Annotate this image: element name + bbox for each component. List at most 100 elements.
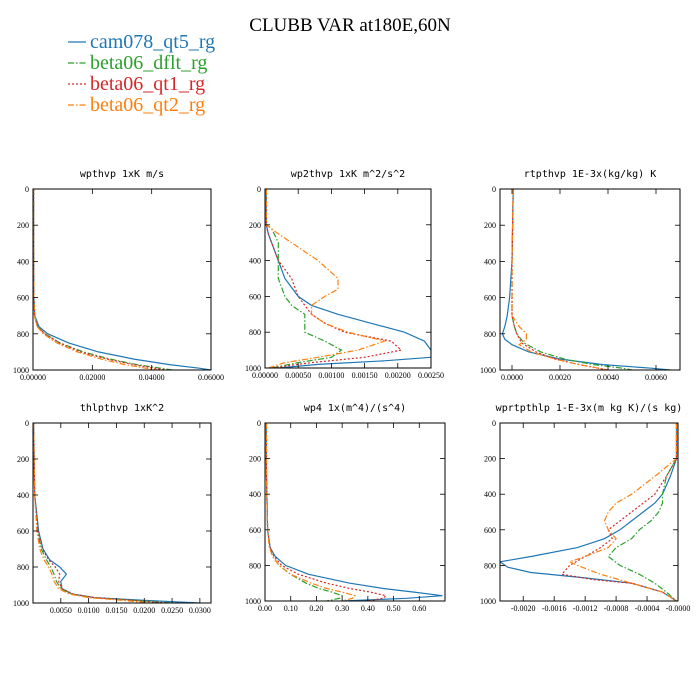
series-line-4: [511, 189, 609, 370]
x-tick-label: 0.04000: [139, 373, 165, 382]
y-tick-label: 200: [17, 455, 29, 464]
y-tick-label: 0: [25, 185, 29, 194]
series-line-3: [560, 423, 678, 601]
x-tick-label: 0.00000: [252, 371, 278, 380]
panel-grid: wpthvp 1xK m/s0.00000 0.02000 0.04000 0.060…: [13, 169, 690, 615]
legend: cam078_qt5_rgbeta06_dflt_rgbeta06_qt1_rg…: [68, 31, 215, 116]
y-tick-label: 200: [249, 455, 261, 464]
x-tick-label: 0.0020: [549, 373, 571, 382]
x-tick-label: 0.02000: [79, 373, 105, 382]
series-line-2: [265, 189, 343, 368]
x-tick-label: 0.60: [412, 604, 426, 613]
legend-entry: cam078_qt5_rg: [90, 31, 215, 53]
series-line-1: [501, 189, 671, 370]
plot-area: [500, 423, 678, 601]
panel-2: wp2thvp 1xK m^2/s^2 0.00000 0.00050 0.00100…: [245, 169, 444, 380]
x-tick-label: 0.00000: [20, 373, 46, 382]
panel-title: rtpthvp 1E-3x(kg/kg) K: [524, 169, 656, 180]
y-tick-label: 800: [17, 330, 29, 339]
y-tick-label: 400: [17, 491, 29, 500]
series-line-2: [33, 189, 173, 370]
series-line-3: [33, 189, 167, 370]
panel-title: wp4 1x(m^4)/(s^4): [304, 403, 406, 414]
series-line-4: [33, 423, 150, 603]
x-tick-label: -0.0012: [573, 604, 598, 613]
plot-frame: [32, 422, 212, 604]
x-tick-label: 0.30: [335, 604, 349, 613]
series-line-1: [500, 423, 678, 601]
x-tick-label: 0.00200: [385, 371, 411, 380]
x-tick-label: -0.0000: [666, 604, 691, 613]
x-tick-label: 0.0200: [133, 606, 155, 615]
plot-frame: [264, 422, 446, 602]
y-tick-label: 600: [484, 294, 496, 303]
y-tick-label: 1000: [245, 364, 261, 373]
y-tick-label: 0: [257, 185, 261, 194]
x-tick-label: 0.00250: [418, 371, 444, 380]
x-tick-label: 0.40: [361, 604, 375, 613]
x-tick-label: -0.0020: [511, 604, 536, 613]
y-tick-label: 800: [484, 561, 496, 570]
y-tick-label: 1000: [480, 597, 496, 606]
y-tick-label: 400: [249, 490, 261, 499]
plot-area: [33, 423, 200, 603]
series-line-1: [265, 189, 431, 368]
panel-title: thlpthvp 1xK^2: [80, 403, 164, 414]
plot-frame: [499, 188, 681, 371]
series-line-2: [33, 423, 173, 603]
y-tick-label: 1000: [245, 597, 261, 606]
y-tick-label: 400: [17, 257, 29, 266]
y-tick-label: 200: [484, 221, 496, 230]
series-line-3: [33, 423, 167, 603]
series-line-3: [265, 423, 388, 601]
series-line-3: [265, 189, 403, 368]
x-tick-label: 0.0100: [78, 606, 100, 615]
x-tick-label: 0.00100: [318, 371, 344, 380]
legend-entry: beta06_qt2_rg: [90, 94, 205, 116]
x-tick-label: 0.00150: [352, 371, 378, 380]
y-tick-label: 600: [17, 294, 29, 303]
y-tick-label: 1000: [13, 366, 29, 375]
x-tick-label: -0.0004: [635, 604, 660, 613]
x-tick-label: 0.0000: [501, 373, 523, 382]
series-line-1: [265, 423, 443, 601]
x-tick-label: 0.00050: [285, 371, 311, 380]
x-tick-label: 0.10: [284, 604, 298, 613]
panel-title: wpthvp 1xK m/s: [80, 169, 164, 180]
panel-title: wp2thvp 1xK m^2/s^2: [291, 169, 405, 180]
y-tick-label: 1000: [480, 366, 496, 375]
panel-4: thlpthvp 1xK^2 0.0050 0.0100 0.0150 0.0200 0.…: [13, 403, 212, 615]
panel-5: wp4 1x(m^4)/(s^4) 0.00 0.10 0.20 0.30 0.40 0.5…: [245, 403, 446, 613]
x-tick-label: 0.50: [387, 604, 401, 613]
x-tick-label: 0.0150: [105, 606, 127, 615]
y-tick-label: 0: [492, 419, 496, 428]
series-line-3: [511, 189, 609, 370]
series-line-4: [568, 423, 678, 601]
x-tick-label: 0.0250: [161, 606, 183, 615]
x-tick-label: 0.0050: [50, 606, 72, 615]
series-line-1: [33, 423, 200, 603]
y-tick-label: 0: [257, 419, 261, 428]
y-tick-label: 600: [484, 526, 496, 535]
y-tick-label: 200: [17, 221, 29, 230]
series-line-2: [265, 423, 344, 601]
plot-area: [265, 189, 431, 368]
legend-entry: beta06_dflt_rg: [90, 52, 207, 74]
y-tick-label: 0: [492, 185, 496, 194]
panel-6: wprtpthlp 1-E-3x(m kg K)/(s kg) -0.0020 -0…: [480, 403, 690, 613]
y-tick-label: 800: [17, 563, 29, 572]
series-line-4: [265, 189, 387, 368]
x-tick-label: 0.00: [258, 604, 272, 613]
y-tick-label: 400: [484, 257, 496, 266]
x-tick-label: 0.0300: [189, 606, 211, 615]
y-tick-label: 200: [249, 221, 261, 230]
x-tick-label: -0.0008: [604, 604, 629, 613]
figure-title: CLUBB VAR at180E,60N: [249, 15, 451, 36]
y-tick-label: 200: [484, 455, 496, 464]
panel-1: wpthvp 1xK m/s 0.00000 0.02000 0.04000 0.060…: [13, 169, 224, 382]
y-tick-label: 600: [249, 526, 261, 535]
series-line-1: [33, 189, 211, 370]
plot-area: [33, 189, 211, 370]
series-line-4: [33, 189, 158, 370]
